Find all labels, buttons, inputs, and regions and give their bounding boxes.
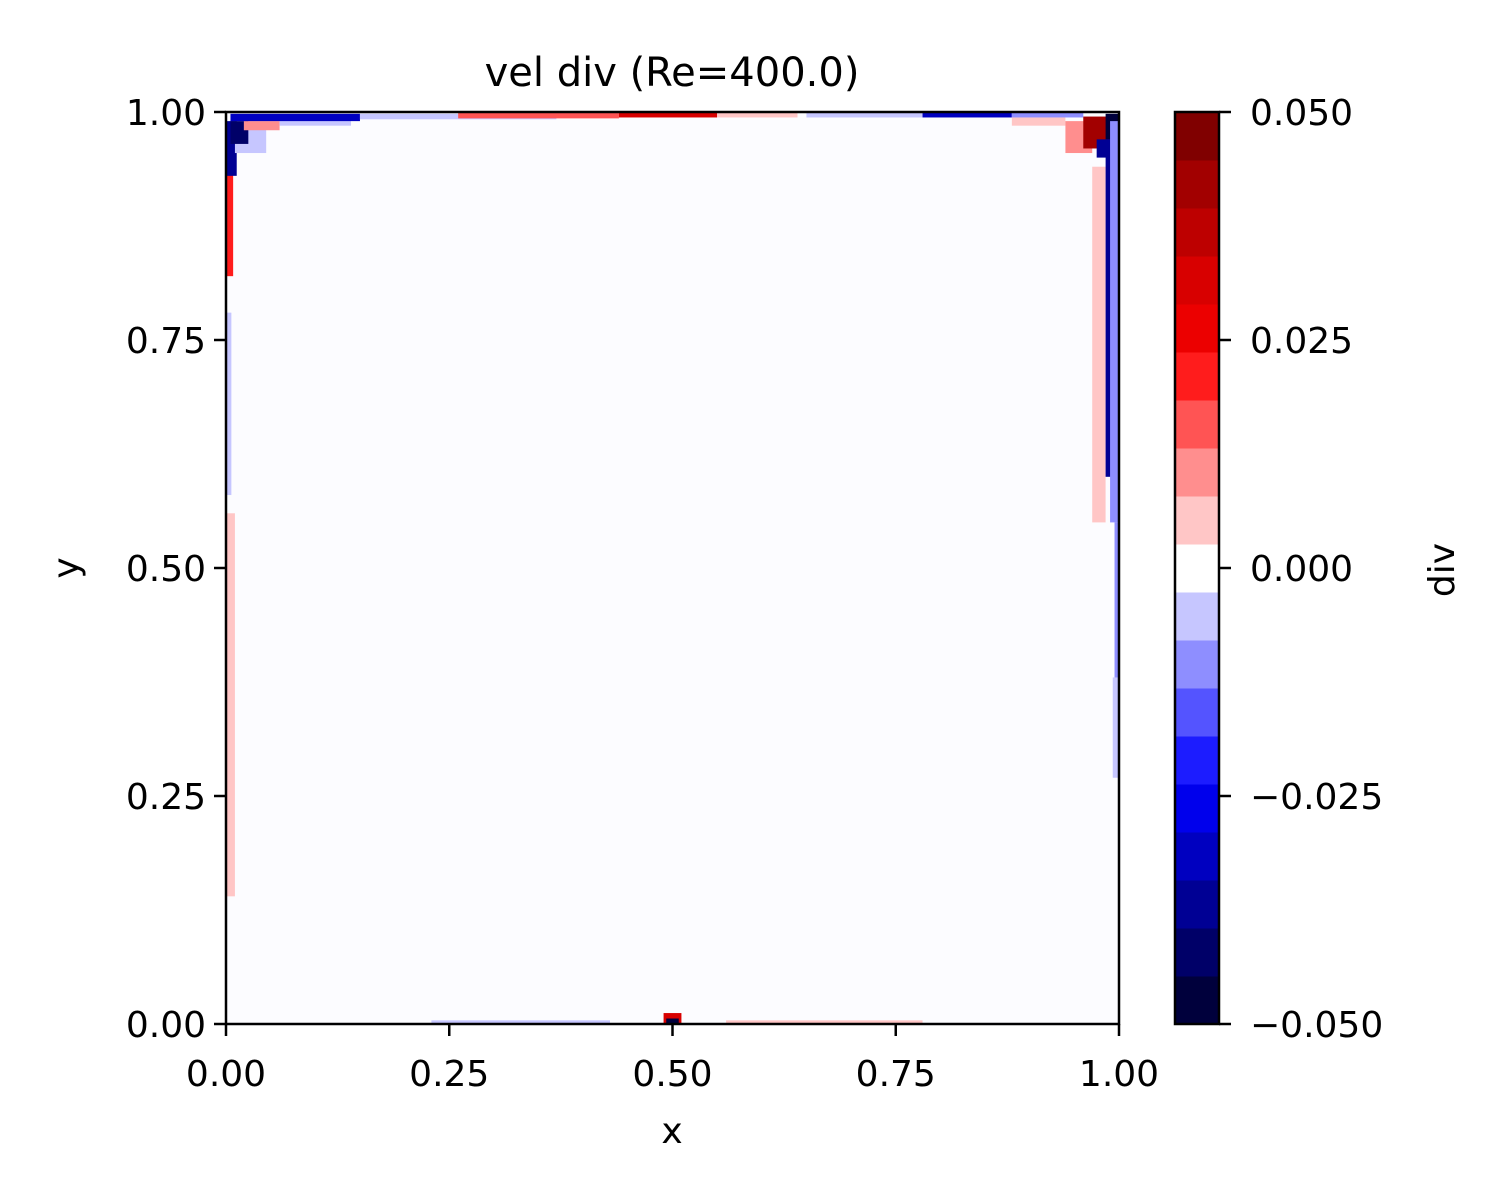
plot-area (224, 110, 1121, 1026)
heatmap-cell (1011, 112, 1084, 118)
y-tick-label: 0.25 (126, 777, 206, 818)
colorbar-level (1175, 352, 1219, 401)
heatmap-cell (226, 513, 235, 897)
colorbar-tick-label: 0.050 (1250, 93, 1353, 134)
y-axis-label: y (46, 557, 87, 578)
colorbar-level (1175, 928, 1219, 977)
colorbar-tick-label: −0.025 (1250, 777, 1383, 818)
x-tick-label: 0.00 (186, 1054, 266, 1095)
heatmap-cell (226, 312, 232, 496)
colorbar-level (1175, 880, 1219, 929)
colorbar-level (1175, 496, 1219, 545)
colorbar-level (1175, 304, 1219, 353)
heatmap-cell (806, 112, 923, 118)
heatmap-cell (717, 112, 798, 118)
heatmap-cell (618, 112, 718, 118)
colorbar (1173, 110, 1221, 1026)
y-axis-ticks: 0.00 0.25 0.50 0.75 1.00 (126, 93, 226, 1046)
x-tick-label: 0.25 (409, 1054, 489, 1095)
y-tick-label: 1.00 (126, 93, 206, 134)
heatmap-cell (431, 1020, 610, 1024)
colorbar-level (1175, 736, 1219, 785)
chart-title: vel div (Re=400.0) (485, 50, 860, 96)
colorbar-level (1175, 112, 1219, 161)
x-axis-label: x (661, 1111, 682, 1152)
heatmap-cell (1092, 166, 1106, 523)
colorbar-level (1175, 832, 1219, 881)
heatmap-cell (666, 1018, 679, 1024)
colorbar-tick-label: 0.000 (1250, 549, 1353, 590)
heatmap-cell (1112, 677, 1119, 778)
colorbar-label: div (1422, 543, 1463, 597)
heatmap-cell (226, 121, 237, 176)
y-tick-label: 0.00 (126, 1005, 206, 1046)
heatmap-cell (226, 148, 234, 277)
colorbar-level (1175, 208, 1219, 257)
colorbar-level (1175, 688, 1219, 737)
heatmap-cell (243, 121, 280, 131)
colorbar-level (1175, 160, 1219, 209)
y-tick-label: 0.75 (126, 321, 206, 362)
heatmap-cell (1114, 522, 1119, 687)
colorbar-level (1175, 256, 1219, 305)
x-tick-label: 0.50 (632, 1054, 712, 1095)
colorbar-tick-label: 0.025 (1250, 321, 1353, 362)
colorbar-level (1175, 976, 1219, 1025)
colorbar-level (1175, 592, 1219, 641)
heatmap-cell (230, 113, 360, 122)
colorbar-ticks: −0.050 −0.025 0.000 0.025 0.050 (1219, 93, 1383, 1046)
heatmap-background (226, 112, 1119, 1024)
colorbar-level (1175, 784, 1219, 833)
colorbar-level (1175, 400, 1219, 449)
colorbar-level (1175, 448, 1219, 497)
heatmap-cell (1110, 121, 1119, 523)
heatmap-cell (726, 1020, 923, 1024)
x-tick-label: 1.00 (1079, 1054, 1159, 1095)
colorbar-level (1175, 640, 1219, 689)
colorbar-level (1175, 544, 1219, 593)
heatmap-cell (922, 112, 1012, 118)
heatmap-cell (458, 112, 619, 119)
colorbar-tick-label: −0.050 (1250, 1005, 1383, 1046)
x-tick-label: 0.75 (856, 1054, 936, 1095)
x-axis-ticks: 0.00 0.25 0.50 0.75 1.00 (186, 1024, 1159, 1095)
heatmap-cell (1011, 117, 1066, 126)
y-tick-label: 0.50 (126, 549, 206, 590)
